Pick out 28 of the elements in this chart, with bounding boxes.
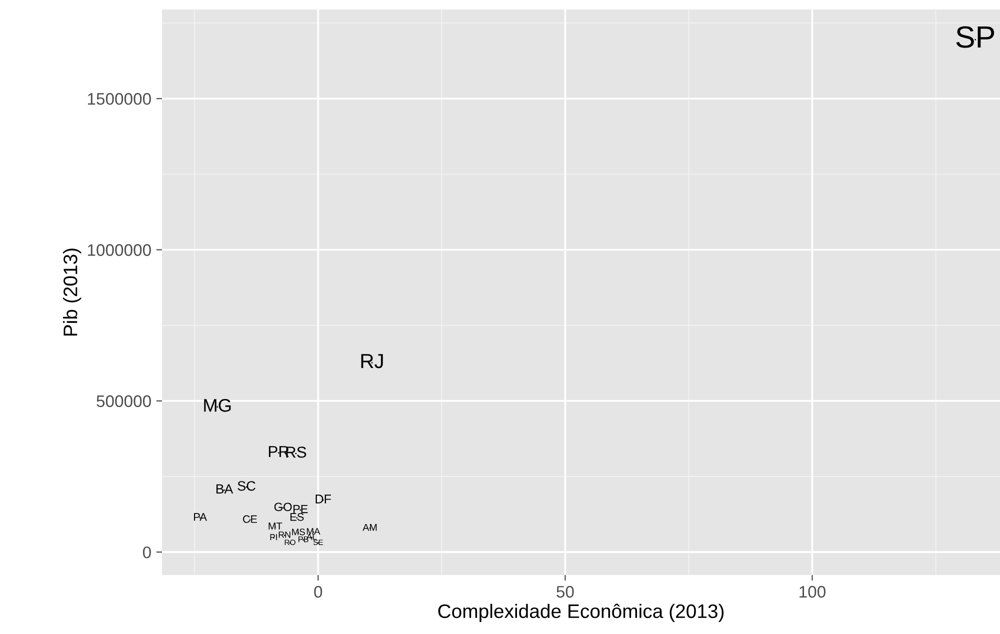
y-tick-label: 1000000	[88, 244, 151, 256]
annotation: GO	[274, 502, 292, 512]
x-tick-label: 50	[556, 586, 574, 598]
annotation: PE	[293, 505, 308, 514]
annotation: DF	[316, 494, 331, 504]
annotation: SC	[238, 481, 256, 491]
annotation: CE	[243, 515, 257, 523]
annotation: PA	[194, 513, 207, 521]
annotation: AL	[306, 534, 317, 540]
annotation: MG	[204, 398, 231, 412]
x-tick-label: 0	[314, 586, 322, 598]
annotation: RN	[278, 532, 290, 538]
y-tick-label: 0	[142, 546, 151, 558]
y-tick-label: 500000	[96, 395, 151, 408]
annotation: SP	[956, 26, 994, 48]
x-axis-title: Complexidade Econômica (2013)	[438, 604, 724, 622]
annotation: RJ	[361, 354, 383, 368]
annotation: PI	[270, 534, 277, 540]
annotation: BA	[216, 484, 234, 494]
y-tick-label: 1500000	[88, 93, 151, 105]
y-axis-title: Pib (2013)	[63, 248, 82, 336]
annotation: AM	[362, 524, 377, 531]
x-tick-label: 100	[800, 586, 826, 598]
annotation: ES	[290, 513, 304, 521]
annotation: MA	[306, 528, 320, 535]
annotation: PB	[298, 536, 308, 542]
annotation: MT	[268, 522, 282, 530]
annotation: MS	[292, 528, 305, 536]
